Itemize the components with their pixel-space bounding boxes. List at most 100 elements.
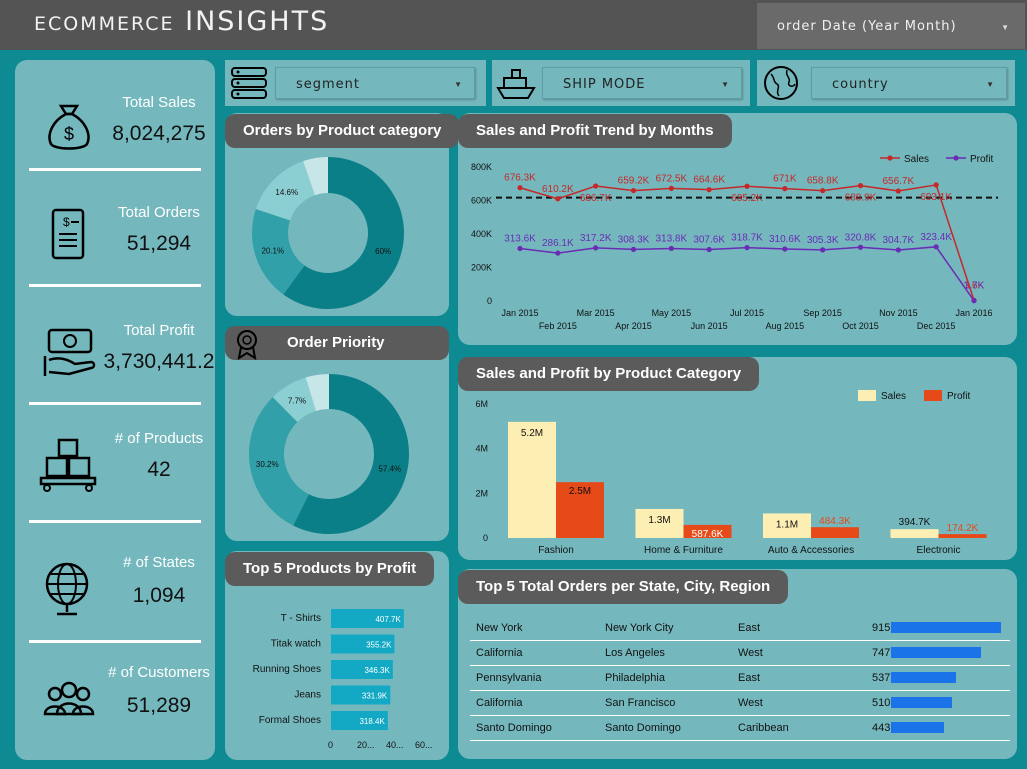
segment-filter[interactable]: segment ▼ — [225, 60, 486, 106]
ship-mode-filter[interactable]: SHIP MODE ▼ — [492, 60, 750, 106]
data-label: 3.6K — [964, 280, 985, 291]
slice-label: 20.1% — [261, 247, 284, 256]
series-point — [630, 187, 637, 194]
kpi-total-profit: Total Profit 3,730,441.2 — [29, 308, 214, 408]
people-icon — [43, 681, 95, 716]
product-value: 355.2K — [366, 641, 392, 650]
series-point — [857, 183, 864, 189]
country-filter[interactable]: country ▼ — [757, 60, 1015, 106]
data-label: 685.2K — [731, 193, 763, 204]
ship-icon — [496, 69, 536, 99]
orders-by-category-chart: 60% 20.1% 14.6% — [252, 157, 404, 309]
legend-label: Sales — [881, 391, 906, 402]
series-point — [555, 250, 561, 256]
order-priority-title: Order Priority — [225, 326, 449, 360]
kpi-value: 3,730,441.2 — [103, 350, 215, 373]
data-label: 610.2K — [542, 184, 574, 195]
cell-region: West — [738, 647, 763, 659]
orders-bar — [891, 622, 1001, 633]
product-value: 331.9K — [362, 692, 388, 701]
series-point — [933, 244, 939, 250]
slice-label: 7.7% — [288, 396, 306, 405]
server-icon — [231, 67, 267, 99]
bar-value-label: 174.2K — [947, 523, 979, 534]
legend-label: Profit — [947, 391, 971, 402]
bar-value-label: 394.7K — [899, 517, 931, 528]
category-label: Electronic — [917, 545, 961, 556]
product-bar — [331, 634, 395, 654]
x-tick: Dec 2015 — [917, 321, 956, 331]
cell-state: California — [476, 647, 523, 659]
kpi-value: 51,289 — [126, 694, 192, 717]
series-point — [706, 246, 712, 253]
y-tick: 800K — [471, 162, 492, 172]
ship-mode-dropdown[interactable]: SHIP MODE ▼ — [542, 67, 742, 99]
bar-value-label: 587.6K — [692, 529, 724, 540]
y-tick: 400K — [471, 229, 492, 239]
kpi-customers: # of Customers 51,289 — [29, 658, 210, 758]
segment-dropdown[interactable]: segment ▼ — [275, 67, 475, 99]
data-label: 318.7K — [731, 233, 763, 244]
bar-value-label: 484.3K — [819, 516, 851, 527]
data-label: 686.7K — [580, 193, 612, 204]
data-label: 658.8K — [807, 176, 839, 187]
boxes-icon — [39, 438, 97, 492]
orders-bar — [891, 697, 953, 708]
divider — [29, 284, 201, 287]
data-label: 307.6K — [693, 234, 725, 245]
order-date-filter-label: order Date (Year Month) — [777, 19, 957, 34]
series-point — [744, 245, 750, 251]
legend-marker — [887, 155, 893, 161]
category-label: Fashion — [538, 545, 574, 556]
data-label: 320.8K — [845, 232, 877, 243]
series-point — [517, 185, 523, 191]
award-ribbon-icon — [237, 330, 257, 360]
product-bar — [331, 660, 393, 679]
cell-state: New York — [476, 622, 523, 634]
top5-products-chart: T - Shirts 407.7K Titak watch 355.2K Running… — [253, 609, 433, 750]
y-tick: 4M — [475, 444, 488, 454]
x-tick: 0 — [328, 740, 333, 750]
slice-label: 60% — [375, 247, 391, 256]
cell-orders: 915 — [872, 622, 891, 634]
donut-slice — [272, 377, 316, 422]
country-dropdown[interactable]: country ▼ — [811, 67, 1007, 99]
series-point — [630, 246, 637, 252]
data-label: 688.9K — [845, 193, 877, 204]
y-tick: 0 — [487, 296, 492, 306]
cell-state: California — [476, 697, 523, 709]
data-label: 672.5K — [655, 173, 687, 184]
series-point — [744, 183, 750, 189]
chevron-down-icon: ▼ — [721, 80, 729, 89]
slice-label: 14.6% — [275, 188, 298, 197]
cell-orders: 747 — [872, 647, 891, 659]
top5-orders-title: Top 5 Total Orders per State, City, Regi… — [458, 570, 789, 604]
x-tick: Oct 2015 — [842, 321, 879, 331]
order-date-filter[interactable]: order Date (Year Month) ▼ — [757, 3, 1025, 49]
cell-city: San Francisco — [605, 697, 676, 709]
svg-text:$: $ — [63, 215, 70, 229]
kpi-label: # of Customers — [108, 664, 210, 681]
donut-slice — [303, 157, 328, 196]
data-label: 317.2K — [580, 233, 612, 244]
series-point — [668, 185, 674, 191]
series-point — [706, 187, 712, 193]
legend-swatch — [858, 390, 876, 401]
series-point — [593, 245, 599, 251]
kpi-label: # of Products — [114, 430, 204, 447]
product-value: 318.4K — [359, 717, 385, 726]
chevron-down-icon: ▼ — [986, 80, 994, 89]
kpi-label: Total Sales — [122, 94, 196, 111]
bar-value-label: 2.5M — [569, 486, 591, 497]
cell-city: Philadelphia — [605, 672, 665, 684]
data-label: 304.7K — [882, 235, 914, 246]
money-bag-icon: $ — [48, 104, 90, 150]
x-tick: Nov 2015 — [879, 308, 918, 318]
data-label: 313.6K — [504, 233, 536, 244]
legend-swatch — [924, 390, 942, 401]
series-point — [971, 298, 977, 304]
kpi-label: Total Profit — [123, 322, 195, 339]
series-point — [555, 196, 561, 202]
bar-value-label: 1.1M — [776, 519, 798, 530]
series-point — [782, 186, 788, 192]
